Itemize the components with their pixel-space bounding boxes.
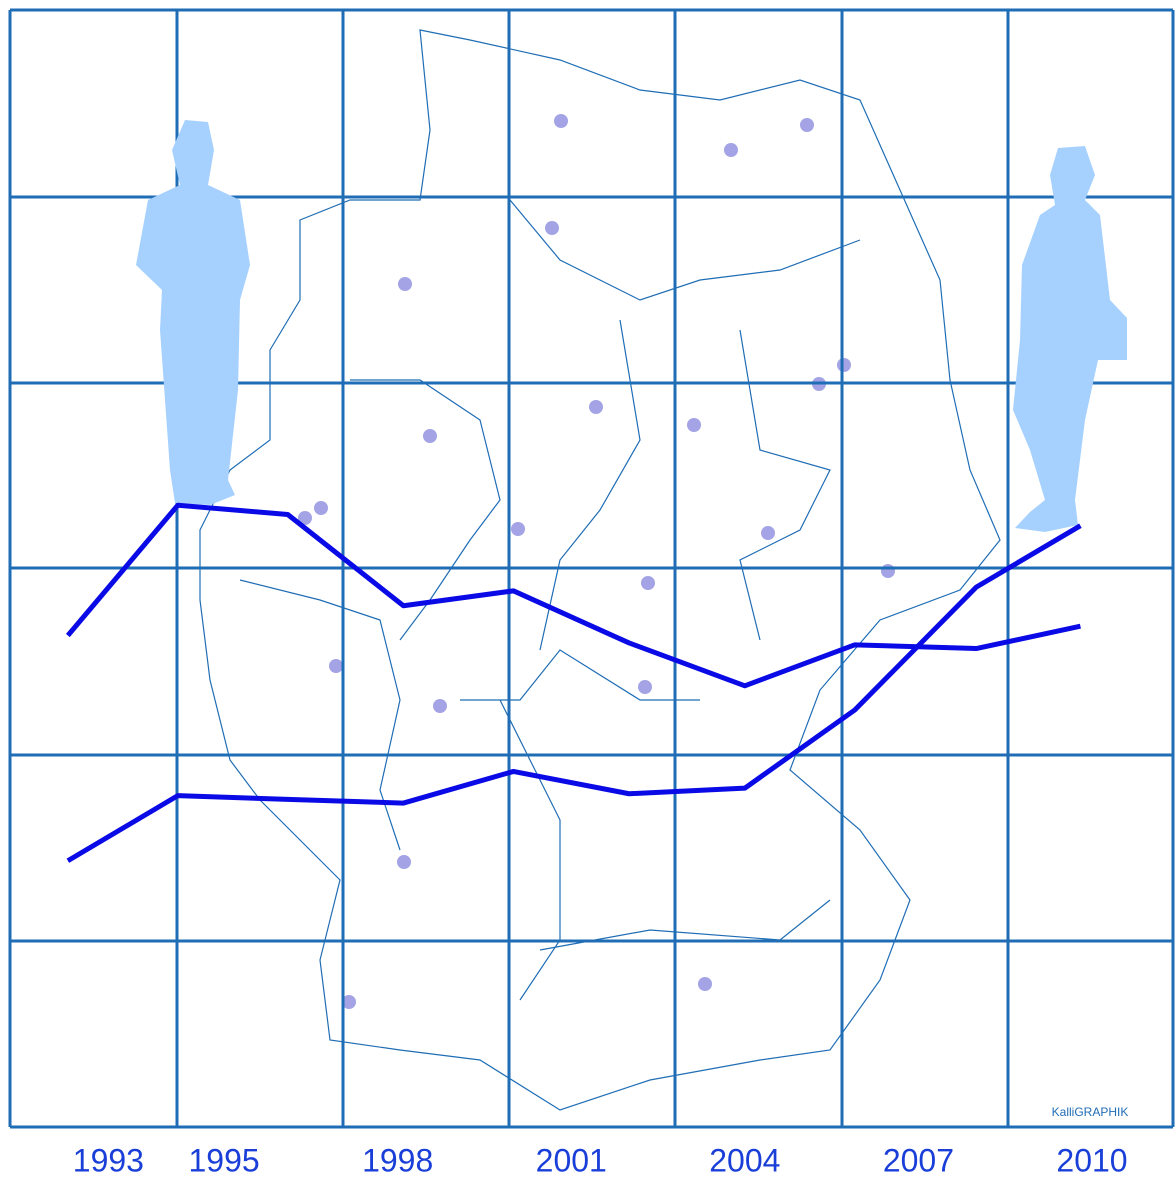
x-tick-label: 1998	[362, 1142, 433, 1178]
city-dots	[298, 114, 895, 1009]
map-background	[200, 30, 1000, 1110]
x-tick-label: 2004	[709, 1142, 780, 1178]
x-tick-label: 2007	[883, 1142, 954, 1178]
x-tick-label: 2001	[536, 1142, 607, 1178]
data-line	[68, 526, 1081, 861]
credit: KalliGRAPHIK	[1052, 1105, 1129, 1119]
x-tick-label: 1995	[188, 1142, 259, 1178]
x-tick-label: 2010	[1056, 1142, 1127, 1178]
chart: KalliGRAPHIK 1993 1995 1998 2001 2004 2007 201…	[0, 0, 1175, 1180]
x-tick-label: 1993	[73, 1142, 144, 1178]
